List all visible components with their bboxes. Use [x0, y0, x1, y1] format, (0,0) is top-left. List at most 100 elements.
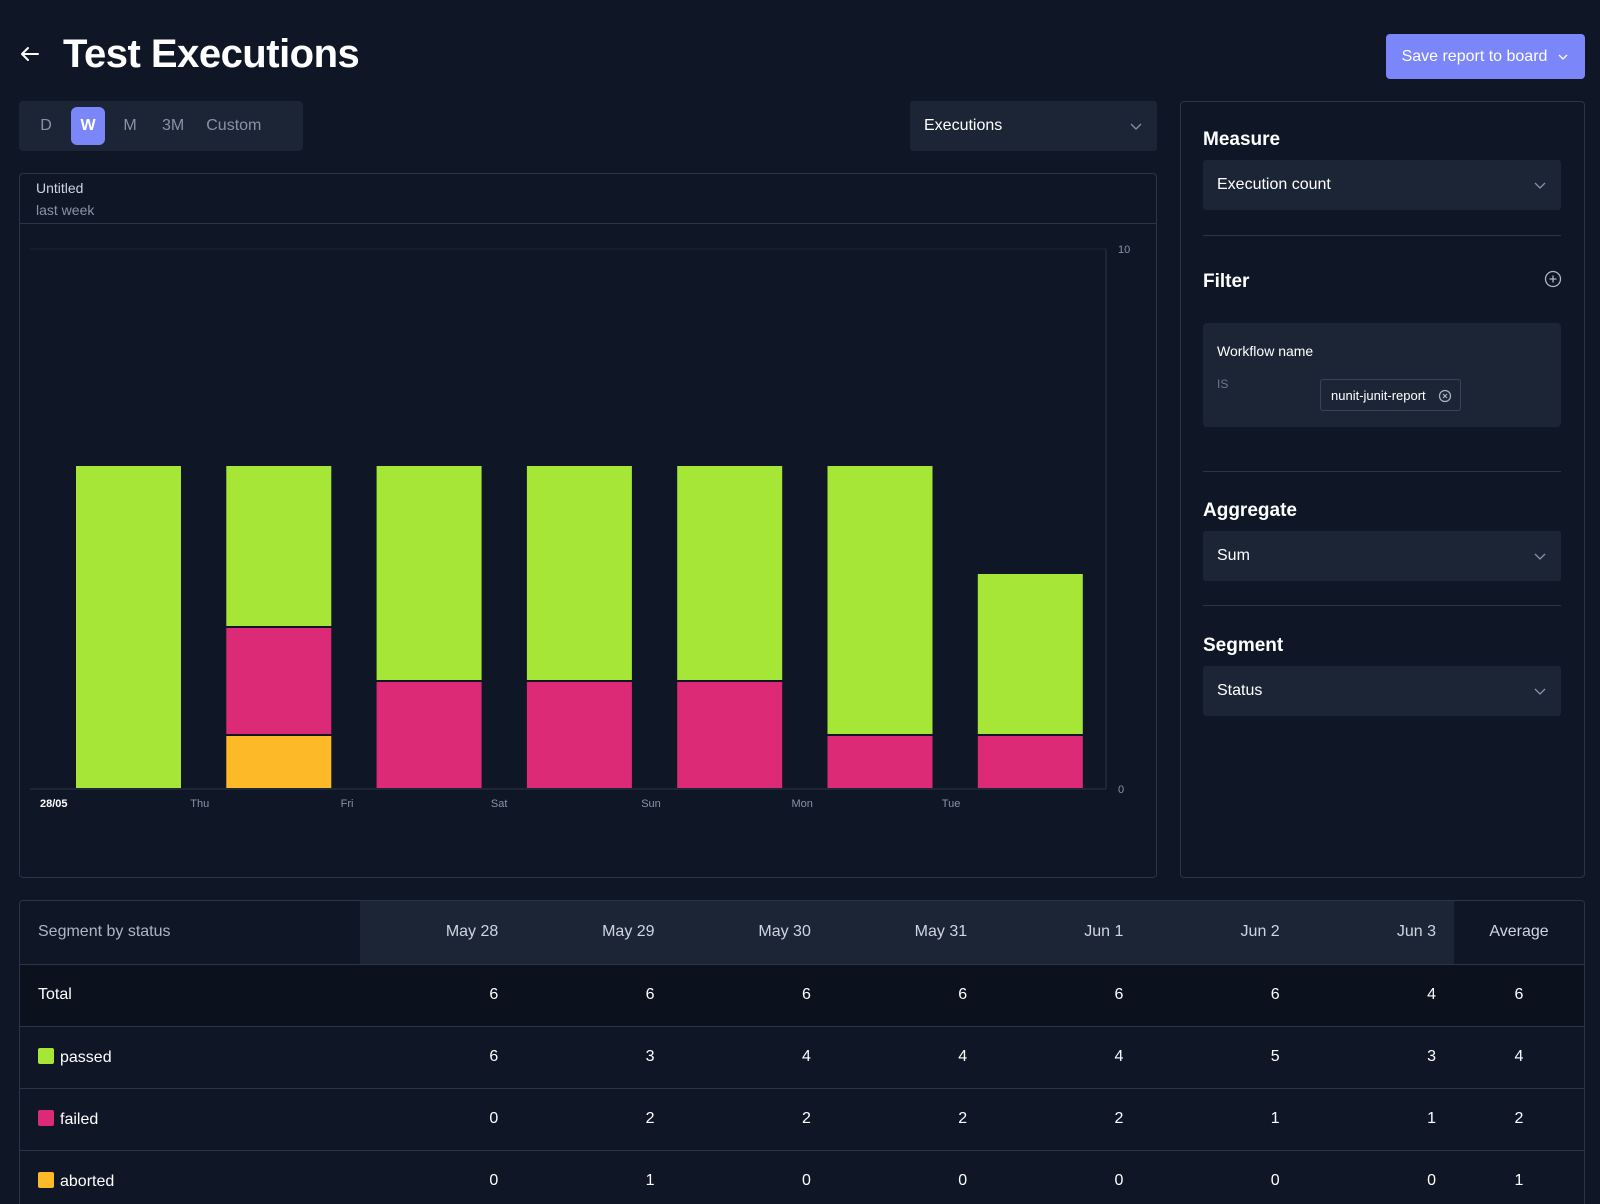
segment-heading: Segment: [1203, 635, 1284, 656]
chevron-down-icon: [1558, 54, 1568, 60]
measure-select[interactable]: Execution count: [1203, 160, 1561, 210]
range-custom-button[interactable]: Custom: [206, 117, 262, 134]
filter-operator: IS: [1217, 377, 1229, 391]
table-row-total: Total 6 6 6 6 6 6 4 6: [20, 963, 1584, 1026]
range-day-button[interactable]: D: [40, 117, 52, 134]
range-week-button[interactable]: W: [71, 107, 105, 145]
time-range-selector: D W M 3M Custom: [19, 101, 303, 151]
add-filter-icon[interactable]: [1544, 270, 1562, 288]
bar-segment-failed: [827, 736, 933, 788]
table-cell: 4: [985, 1025, 1142, 1088]
table-cell: 6: [1141, 963, 1298, 1026]
remove-filter-value-icon[interactable]: [1438, 389, 1452, 403]
chevron-down-icon: [1534, 688, 1546, 695]
aggregate-select-value: Sum: [1217, 547, 1250, 564]
chart-title[interactable]: Untitled: [36, 180, 84, 196]
chart-divider: [20, 223, 1156, 224]
header: Test Executions Save report to board: [0, 0, 1600, 100]
table-cell: 4: [1297, 963, 1454, 1026]
x-tick-label: 28/05: [40, 798, 68, 810]
bar-segment-passed: [226, 466, 332, 626]
row-label: failed: [60, 1110, 99, 1128]
aborted-swatch: [38, 1171, 54, 1188]
date-column-header: Jun 3: [1297, 901, 1454, 964]
table-cell: 1: [1297, 1087, 1454, 1150]
failed-swatch: [38, 1109, 54, 1126]
table-cell: 2: [516, 1087, 673, 1150]
date-column-header: Jun 2: [1141, 901, 1298, 964]
average-cell: 6: [1454, 963, 1584, 1026]
date-column-header: May 31: [828, 901, 986, 964]
measure-select-value: Execution count: [1217, 176, 1331, 193]
segment-select-value: Status: [1217, 682, 1263, 699]
x-tick-label: Fri: [341, 798, 354, 810]
table-cell: 5: [1141, 1025, 1298, 1088]
chart-panel: Untitled last week 0 10 28/05 Thu Fri Sat Sun M…: [19, 173, 1157, 878]
range-month-button[interactable]: M: [123, 117, 137, 134]
report-config-panel: Measure Execution count Filter Workflow …: [1180, 101, 1585, 878]
filter-value: nunit-junit-report: [1331, 387, 1426, 403]
date-column-header: May 30: [672, 901, 829, 964]
table-cell: 4: [828, 1025, 986, 1088]
divider: [1203, 235, 1561, 236]
filter-field-name: Workflow name: [1217, 343, 1314, 359]
chevron-down-icon: [1534, 553, 1546, 560]
save-report-label: Save report to board: [1401, 47, 1548, 65]
y-tick-label: 10: [1118, 244, 1130, 256]
metric-select-value: Executions: [924, 117, 1003, 134]
table-cell: 2: [672, 1087, 829, 1150]
stacked-bar-chart: 0 10 28/05 Thu Fri Sat Sun Mon Tue: [30, 244, 1130, 810]
measure-heading: Measure: [1203, 129, 1281, 150]
passed-swatch: [38, 1047, 54, 1064]
date-column-header: Jun 1: [985, 901, 1142, 964]
filter-condition[interactable]: Workflow name IS nunit-junit-report: [1203, 323, 1561, 427]
table-row-aborted: aborted 0 1 0 0 0 0 0 1: [20, 1149, 1584, 1204]
range-3month-button[interactable]: 3M: [162, 117, 185, 134]
table-cell: 6: [516, 963, 673, 1026]
chevron-down-icon: [1130, 123, 1142, 130]
table-header-row: Segment by status May 28 May 29 May 30 M…: [20, 901, 1584, 964]
bar-segment-aborted: [226, 736, 332, 788]
aggregate-heading: Aggregate: [1203, 500, 1297, 521]
table-cell: 2: [985, 1087, 1142, 1150]
table-cell: 0: [828, 1149, 986, 1204]
table-cell: 2: [828, 1087, 986, 1150]
back-arrow-icon[interactable]: [18, 42, 42, 66]
date-column-header: May 29: [516, 901, 673, 964]
segment-select[interactable]: Status: [1203, 666, 1561, 716]
row-label: Total: [20, 963, 360, 1026]
x-tick-label: Mon: [792, 798, 813, 810]
save-report-button[interactable]: Save report to board: [1386, 34, 1585, 79]
aggregate-select[interactable]: Sum: [1203, 531, 1561, 581]
segment-column-header: Segment by status: [20, 901, 360, 964]
table-cell: 0: [1141, 1149, 1298, 1204]
average-cell: 1: [1454, 1149, 1584, 1204]
table-row-failed: failed 0 2 2 2 2 1 1 2: [20, 1087, 1584, 1150]
filter-heading: Filter: [1203, 271, 1250, 292]
table-cell: 3: [1297, 1025, 1454, 1088]
table-cell: 6: [360, 963, 517, 1026]
bar-segment-passed: [827, 466, 933, 734]
average-cell: 2: [1454, 1087, 1584, 1150]
bar-segment-failed: [226, 628, 332, 734]
filter-value-chip[interactable]: nunit-junit-report: [1320, 379, 1461, 411]
row-label: aborted: [60, 1172, 115, 1190]
table-cell: 0: [360, 1149, 517, 1204]
bar-segment-failed: [526, 682, 632, 788]
table-cell: 4: [672, 1025, 829, 1088]
chevron-down-icon: [1534, 182, 1546, 189]
table-cell: 6: [360, 1025, 517, 1088]
chart-subtitle: last week: [36, 202, 95, 218]
table-cell: 0: [985, 1149, 1142, 1204]
bar-segment-failed: [376, 682, 482, 788]
row-label: passed: [60, 1048, 112, 1066]
table-cell: 1: [1141, 1087, 1298, 1150]
metric-select[interactable]: Executions: [910, 101, 1157, 151]
bar-segment-passed: [376, 466, 482, 680]
bar-segment-passed: [76, 466, 181, 788]
bar-segment-failed: [977, 736, 1083, 788]
bar-segment-passed: [677, 466, 783, 680]
bar-segment-failed: [677, 682, 783, 788]
row-label-cell: aborted: [20, 1149, 360, 1204]
x-tick-label: Sat: [491, 798, 508, 810]
